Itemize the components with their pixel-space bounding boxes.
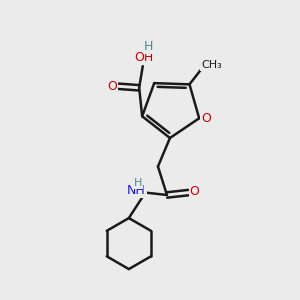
- Text: H: H: [134, 178, 142, 188]
- Text: CH₃: CH₃: [201, 60, 222, 70]
- Text: H: H: [144, 40, 153, 53]
- Text: NH: NH: [127, 184, 146, 197]
- Text: O: O: [107, 80, 117, 93]
- Text: OH: OH: [135, 51, 154, 64]
- Text: O: O: [201, 112, 211, 125]
- Text: O: O: [190, 185, 200, 199]
